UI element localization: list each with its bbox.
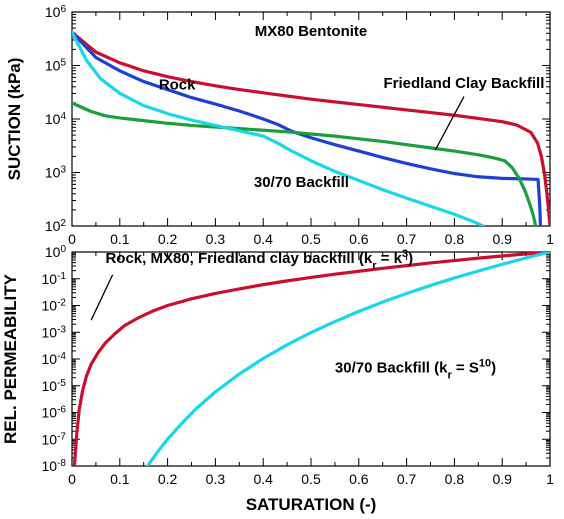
x-tick-label: 0.8 (445, 471, 465, 487)
x-tick-label: 0.2 (158, 231, 178, 247)
y-tick-label: 105 (45, 57, 67, 74)
y-tick-label: 10-7 (42, 431, 67, 448)
y-tick-label: 10-4 (42, 351, 67, 368)
y-tick-label: 10-2 (42, 297, 67, 314)
y-tick-label: 10-3 (42, 324, 67, 341)
y-tick-label: 10-1 (42, 270, 67, 287)
leader-line (91, 275, 113, 320)
leader-line (435, 97, 464, 151)
y-tick-label: 10-8 (42, 458, 67, 475)
x-tick-label: 0 (68, 231, 76, 247)
x-tick-label: 0.2 (158, 471, 178, 487)
y-tick-label: 106 (45, 4, 67, 21)
y-tick-label: 103 (45, 164, 67, 181)
y-tick-label: 10-6 (42, 404, 67, 421)
x-tick-label: 0.5 (301, 471, 321, 487)
y-tick-label: 102 (45, 218, 67, 235)
series-label: Rock, MX80, Friedland clay backfill (kr … (105, 248, 413, 272)
x-tick-label: 0.1 (110, 471, 130, 487)
series-label: Rock (159, 77, 196, 94)
series-line (72, 32, 540, 226)
series-label: Friedland Clay Backfill (384, 75, 545, 92)
x-tick-label: 0.3 (206, 471, 226, 487)
x-tick-label: 0.4 (253, 231, 273, 247)
y-tick-label: 104 (45, 111, 67, 128)
x-tick-label: 0.9 (492, 231, 512, 247)
x-axis-title: SATURATION (-) (246, 495, 377, 514)
x-tick-label: 0.4 (253, 471, 273, 487)
x-tick-label: 0.7 (397, 231, 417, 247)
y-tick-label: 100 (45, 244, 67, 261)
series-label: MX80 Bentonite (255, 23, 368, 40)
x-tick-label: 0.1 (110, 231, 130, 247)
series-line (72, 103, 536, 226)
x-tick-label: 0.6 (349, 471, 369, 487)
series-label: 30/70 Backfill (254, 174, 349, 191)
x-tick-label: 0 (68, 471, 76, 487)
top-panel-series (72, 32, 550, 226)
series-line (72, 32, 483, 226)
x-tick-label: 0.7 (397, 471, 417, 487)
x-tick-label: 0.9 (492, 471, 512, 487)
series-label: 30/70 Backfill (kr = S10) (335, 357, 496, 381)
x-tick-label: 0.6 (349, 231, 369, 247)
y-tick-label: 10-5 (42, 377, 67, 394)
x-tick-label: 1 (546, 231, 554, 247)
y-axis-title-bottom: REL. PERMEABILITY (1, 273, 20, 444)
x-tick-label: 0.5 (301, 231, 321, 247)
x-tick-label: 0.3 (206, 231, 226, 247)
series-line (72, 32, 550, 226)
x-tick-label: 0.8 (445, 231, 465, 247)
x-tick-label: 1 (546, 471, 554, 487)
y-axis-title-top: SUCTION (kPa) (5, 58, 24, 181)
